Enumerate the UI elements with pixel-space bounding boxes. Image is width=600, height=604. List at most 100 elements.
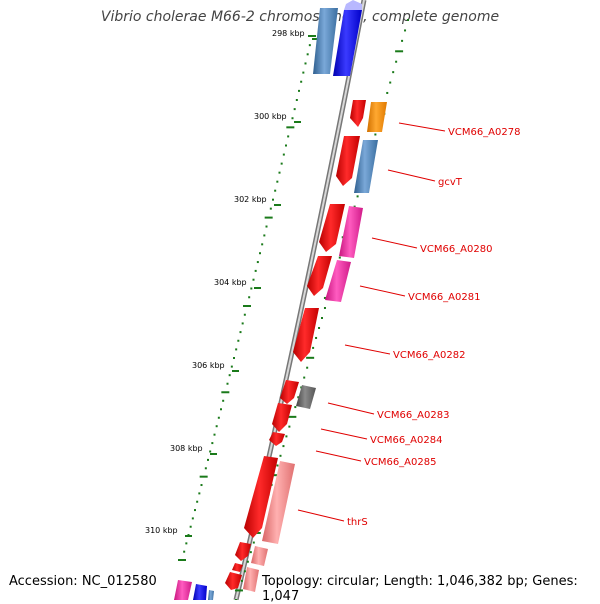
scale-tick-left [264, 216, 273, 219]
scale-tick-left [243, 305, 251, 307]
gene-red-a0280-left [319, 204, 345, 252]
scale-tick-left [278, 171, 281, 174]
gene-label: VCM66_A0285 [364, 457, 436, 468]
scale-tick-left [259, 252, 261, 255]
gene-pink-bottom [174, 580, 192, 600]
gene-pink-a0280 [339, 206, 363, 258]
scale-major-tick [232, 370, 239, 372]
gene-red-a0282 [293, 308, 319, 362]
gene-label: VCM66_A0281 [408, 292, 480, 303]
scale-tick-left [185, 542, 188, 545]
scale-major-tick [185, 535, 192, 537]
gene-red-a0285 [269, 432, 285, 446]
scale-tick-left [196, 500, 199, 503]
scale-tick-left [308, 35, 316, 37]
scale-tick-left [254, 269, 257, 272]
gene-label-leader [297, 509, 345, 522]
scale-label: 304 kbp [214, 278, 247, 287]
scale-tick-left [272, 198, 274, 201]
scale-tick-right [404, 29, 407, 32]
gene-red-a0281-left [307, 256, 332, 296]
scale-tick-right [401, 39, 404, 42]
scale-tick-right [306, 356, 315, 359]
gene-red-a0277 [350, 100, 366, 127]
scale-tick-left [285, 144, 287, 147]
scale-tick-left [293, 108, 296, 111]
scale-tick-right [315, 336, 318, 339]
scale-tick-right [234, 589, 243, 592]
scale-tick-left [211, 442, 214, 445]
scale-tick-right [306, 366, 309, 369]
scale-tick-right [303, 376, 306, 379]
scale-tick-right [407, 19, 409, 21]
scale-tick-left [282, 153, 285, 156]
scale-tick-right [276, 464, 279, 467]
scale-labels: 298 kbp 300 kbp 302 kbp 304 kbp 306 kbp 308 k… [145, 29, 319, 537]
scale-tick-left [295, 99, 298, 102]
scale-tick-left [261, 243, 264, 246]
gene-light-red-small-2 [243, 567, 259, 592]
gene-label: gcvT [438, 177, 463, 188]
gene-red-small-3 [225, 572, 242, 590]
scale-tick-right [318, 326, 321, 329]
scale-tick-right [252, 541, 255, 544]
scale-tick-left [243, 313, 246, 316]
scale-tick-right [356, 195, 359, 198]
scale-tick-right [270, 474, 279, 477]
scale-tick-left [198, 492, 201, 495]
scale-tick-left [215, 425, 218, 428]
scale-tick-left [213, 433, 216, 436]
scale-tick-right [249, 551, 252, 554]
gene-label: VCM66_A0283 [377, 410, 449, 421]
scale-tick-right [323, 306, 326, 309]
gene-label-leader [387, 169, 436, 182]
gene-track [174, 0, 387, 600]
scale-tick-left [308, 44, 311, 47]
gene-red-small-2 [232, 563, 243, 572]
scale-tick-right [240, 579, 243, 582]
scale-tick-left [222, 399, 225, 402]
scale-label: 300 kbp [254, 112, 287, 121]
scale-tick-right [297, 396, 300, 399]
scale-tick-right [353, 205, 356, 208]
scale-tick-right [288, 415, 297, 418]
scale-tick-left [199, 475, 208, 478]
scale-tick-left [220, 408, 222, 411]
gene-label-leader [320, 428, 368, 440]
scale-tick-right [312, 346, 315, 349]
scale-tick-left [276, 180, 279, 183]
scale-tick-left [217, 416, 220, 419]
scale-tick-right [386, 91, 389, 94]
scale-tick-right [395, 50, 404, 53]
scale-tick-left [237, 339, 240, 342]
gene-orange-a0278 [367, 102, 387, 132]
scale-tick-left [230, 365, 233, 368]
gene-label-leader [315, 450, 362, 462]
scale-tick-right [285, 435, 288, 438]
scale-tick-right [288, 425, 291, 428]
gene-blue-arrowhead-1 [344, 0, 362, 10]
gene-label: thrS [347, 517, 368, 528]
gene-pink-a0281 [325, 260, 351, 302]
accession-text: Accession: NC_012580 [9, 574, 157, 589]
scale-tick-right [279, 454, 282, 457]
gene-blue-1 [333, 10, 362, 76]
scale-tick-left [248, 296, 251, 299]
scale-tick-left [269, 207, 272, 210]
scale-tick-left [209, 450, 212, 453]
gene-labels: VCM66_A0278 gcvT VCM66_A0280 VCM66_A0281 VCM… [297, 122, 520, 528]
gene-red-a0284 [272, 403, 292, 432]
scale-tick-left [274, 189, 277, 192]
scale-tick-left [287, 135, 290, 138]
scale-tick-left [207, 458, 209, 461]
gene-label-leader [398, 122, 446, 132]
scale-tick-left [221, 391, 230, 394]
gene-label-leader [344, 344, 391, 355]
scale-label: 310 kbp [145, 526, 178, 535]
gene-red-thrs-left [244, 456, 278, 538]
scale-major-tick [294, 121, 301, 123]
gene-light-red-small-1 [251, 546, 268, 566]
gene-gray-a0283 [296, 385, 316, 409]
scale-tick-right [294, 406, 297, 409]
